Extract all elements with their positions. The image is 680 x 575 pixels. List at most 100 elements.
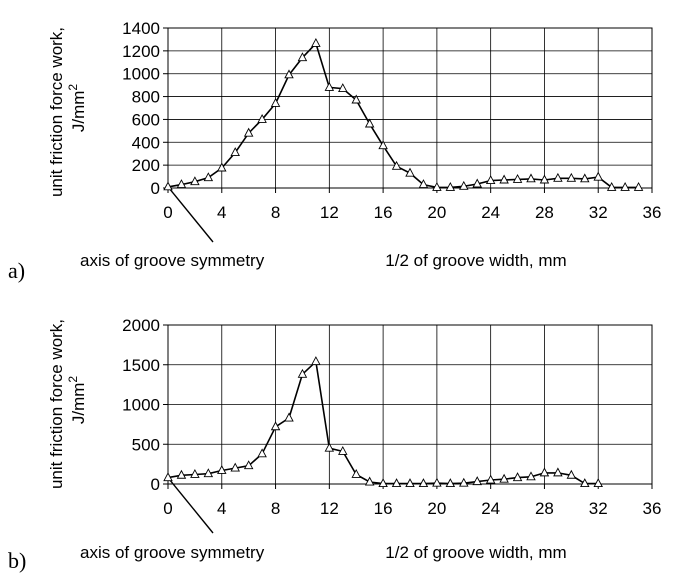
x-tick-label: 4 (217, 203, 226, 222)
y-tick-label: 400 (132, 133, 160, 152)
data-point-marker (566, 469, 577, 479)
data-point-marker (459, 477, 469, 487)
data-point-marker (378, 478, 388, 488)
x-tick-label: 24 (481, 499, 500, 518)
data-point-marker (405, 478, 415, 488)
data-point-marker (217, 465, 227, 474)
x-tick-label: 28 (535, 203, 554, 222)
data-point-marker (338, 445, 348, 455)
data-point-marker (324, 81, 335, 91)
y-tick-label: 1000 (122, 65, 160, 84)
data-point-marker (606, 181, 617, 191)
data-point-marker (176, 469, 187, 479)
y-axis-unit-superscript: 2 (66, 376, 80, 383)
data-point-marker (364, 118, 375, 128)
data-point-marker (203, 172, 214, 182)
data-point-marker (203, 468, 214, 478)
data-point-marker (270, 97, 281, 107)
x-tick-label: 0 (163, 499, 172, 518)
x-tick-label: 20 (427, 203, 446, 222)
data-point-marker (553, 467, 563, 477)
data-point-marker (499, 473, 509, 483)
data-point-marker (553, 172, 563, 182)
x-tick-label: 16 (374, 499, 393, 518)
y-tick-label: 500 (132, 435, 160, 454)
y-axis-unit: J/mm (69, 91, 88, 133)
x-axis-label: 1/2 of groove width, mm (385, 543, 566, 562)
x-tick-label: 4 (217, 499, 226, 518)
data-point-marker (512, 472, 523, 482)
data-point-marker (297, 52, 308, 62)
data-point-marker (418, 478, 429, 488)
y-tick-label: 1200 (122, 42, 160, 61)
chart-panel-a: 0 4 8 12 16 20 24 28 32 36 0 200 400 600 800 1000 1200 14… (8, 19, 661, 283)
data-point-marker (270, 421, 281, 431)
data-point-marker (405, 167, 415, 177)
data-point-marker (324, 442, 335, 452)
data-point-marker (190, 176, 200, 186)
y-tick-label: 0 (151, 475, 160, 494)
data-point-marker (230, 462, 240, 472)
data-point-marker (163, 472, 173, 482)
data-point-marker (459, 180, 469, 190)
x-tick-label: 0 (163, 203, 172, 222)
x-tick-label: 12 (320, 499, 339, 518)
x-tick-label: 36 (643, 203, 662, 222)
annotation-pointer-line (167, 477, 214, 534)
data-point-marker (418, 179, 429, 189)
y-tick-label: 1500 (122, 356, 160, 375)
y-tick-label: 2000 (122, 316, 160, 335)
x-tick-label: 8 (271, 499, 280, 518)
x-tick-label: 20 (427, 499, 446, 518)
symmetry-axis-annotation: axis of groove symmetry (80, 543, 265, 562)
data-point-marker (351, 469, 361, 478)
y-axis-label-unit: J/mm2 (66, 84, 88, 133)
data-point-marker (297, 368, 308, 378)
data-point-marker (580, 173, 590, 183)
panel-label: a) (8, 258, 25, 283)
data-point-marker (378, 140, 388, 150)
data-point-marker (163, 181, 173, 191)
data-point-marker (445, 478, 456, 488)
data-point-marker (620, 181, 630, 191)
data-point-marker (230, 147, 240, 157)
panel-label: b) (8, 548, 26, 573)
data-point-marker (485, 474, 496, 484)
data-point-marker (432, 477, 442, 487)
data-point-marker (539, 467, 550, 477)
symmetry-axis-annotation: axis of groove symmetry (80, 251, 265, 270)
data-point-marker (633, 181, 644, 191)
data-point-marker (217, 162, 227, 172)
chart-panel-b: 0 4 8 12 16 20 24 28 32 36 0 500 1000 1500 2000 unit fr… (8, 316, 661, 573)
y-axis-unit-superscript: 2 (66, 84, 80, 91)
plot-area-frame (167, 27, 653, 189)
data-point-marker (284, 69, 294, 79)
data-point-marker (593, 478, 603, 488)
data-point-marker (284, 412, 294, 422)
series-line (167, 41, 639, 189)
data-point-marker (364, 476, 375, 486)
data-point-marker (257, 448, 267, 458)
data-point-marker (593, 171, 603, 181)
data-point-marker (391, 478, 402, 488)
x-tick-label: 32 (589, 203, 608, 222)
y-tick-label: 1000 (122, 396, 160, 415)
data-point-marker (311, 37, 321, 47)
y-axis-label-unit: J/mm2 (66, 376, 88, 425)
x-tick-label: 36 (643, 499, 662, 518)
data-point-marker (485, 175, 496, 185)
data-point-marker (190, 469, 200, 478)
data-point-marker (472, 178, 482, 188)
data-point-marker (351, 94, 361, 104)
x-axis-label: 1/2 of groove width, mm (385, 251, 566, 270)
data-point-marker (445, 181, 456, 191)
x-tick-label: 12 (320, 203, 339, 222)
data-point-marker (432, 181, 442, 191)
data-point-marker (512, 173, 523, 183)
data-point-marker (338, 83, 348, 93)
x-tick-label: 16 (374, 203, 393, 222)
x-tick-label: 32 (589, 499, 608, 518)
data-point-marker (566, 172, 577, 182)
y-tick-label: 1400 (122, 19, 160, 38)
